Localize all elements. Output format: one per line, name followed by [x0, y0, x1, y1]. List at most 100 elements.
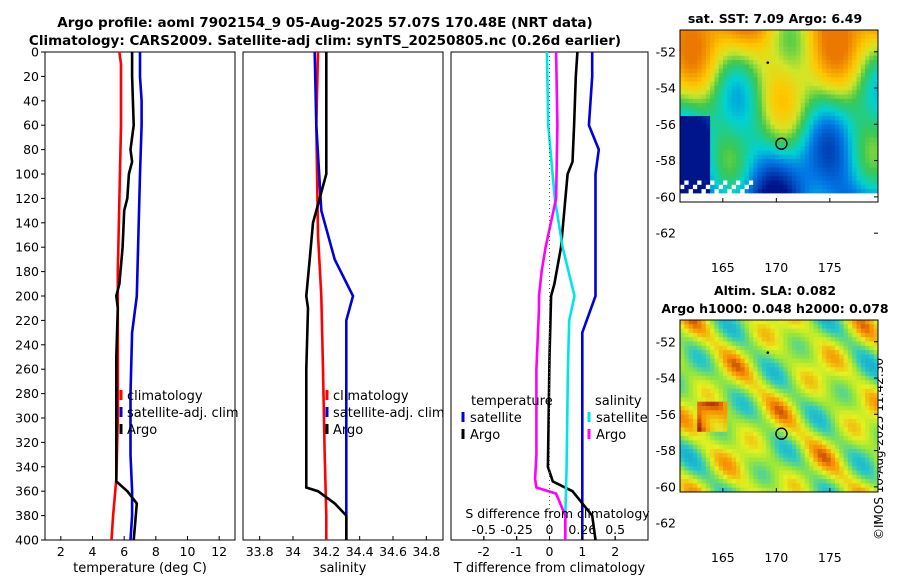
map-cell: [791, 332, 797, 338]
map-cell: [684, 30, 690, 35]
map-cell: [688, 363, 694, 368]
map-cell: [800, 120, 806, 126]
map-cell: [697, 124, 702, 130]
map-cell: [865, 159, 870, 164]
map-cell: [688, 81, 694, 87]
map-cell: [710, 341, 715, 347]
map-cell: [787, 466, 793, 471]
map-cell: [723, 64, 728, 70]
map-cell: [744, 474, 750, 480]
map-cell: [804, 406, 810, 411]
map-cell: [692, 159, 698, 164]
map-cell: [830, 111, 836, 117]
map-cell: [822, 116, 827, 121]
map-cell: [860, 470, 866, 476]
map-cell: [761, 189, 767, 194]
map-cell: [731, 436, 737, 441]
map-cell: [839, 466, 845, 471]
map-cell: [843, 180, 849, 186]
map-cell: [774, 406, 780, 411]
map-cell: [774, 354, 780, 360]
map-cell: [856, 137, 862, 143]
map-cell: [787, 380, 793, 385]
map-cell: [847, 380, 853, 385]
map-cell: [714, 337, 720, 342]
map-cell: [813, 124, 819, 130]
map-cell: [680, 184, 685, 190]
map-cell: [723, 94, 728, 100]
map-cell: [727, 332, 733, 338]
map-cell: [843, 116, 849, 121]
map-cell: [744, 479, 750, 484]
map-cell: [680, 193, 685, 199]
map-cell: [796, 163, 801, 169]
map-cell: [783, 332, 789, 338]
map-cell: [697, 137, 702, 143]
map-cell: [748, 337, 754, 342]
map-cell: [804, 423, 810, 428]
map-cell: [744, 159, 750, 164]
map-cell: [723, 98, 728, 104]
map-cell: [766, 414, 771, 420]
map-cell: [710, 440, 715, 446]
map-cell: [813, 350, 819, 355]
map-cell: [787, 107, 793, 113]
map-cell: [856, 410, 862, 416]
map-cell: [847, 154, 853, 160]
map-cell: [731, 163, 737, 169]
map-cell: [822, 34, 827, 40]
map-cell: [804, 120, 810, 126]
map-cell: [748, 180, 754, 186]
map-cell: [744, 423, 750, 428]
map-cell: [869, 397, 875, 403]
map-cell: [779, 367, 784, 373]
map-cell: [852, 337, 857, 342]
map-cell: [839, 85, 845, 91]
map-cell: [796, 133, 801, 138]
map-cell: [813, 332, 819, 338]
map-cell: [774, 60, 780, 65]
map-cell: [847, 324, 853, 330]
map-cell: [701, 55, 707, 61]
map-cell: [791, 193, 797, 199]
map-cell: [843, 103, 849, 108]
map-cell: [710, 30, 715, 35]
map-cell: [796, 116, 801, 121]
map-cell: [748, 98, 754, 104]
map-cell: [809, 38, 814, 44]
map-cell: [714, 176, 720, 181]
map-cell: [860, 375, 866, 381]
map-cell: [740, 128, 746, 134]
map-cell: [800, 154, 806, 160]
map-cell: [761, 466, 767, 471]
map-cell: [843, 461, 849, 467]
map-cell: [748, 341, 754, 347]
map-cell: [753, 380, 758, 385]
map-cell: [744, 436, 750, 441]
map-cell: [718, 337, 724, 342]
map-cell: [852, 375, 857, 381]
map-cell: [852, 470, 857, 476]
map-cell: [723, 427, 728, 433]
map-cell: [697, 354, 702, 360]
map-cell: [680, 51, 685, 57]
map-cell: [804, 483, 810, 489]
map-cell: [740, 146, 746, 151]
map-cell: [787, 474, 793, 480]
map-cell: [813, 393, 819, 398]
map-cell: [748, 483, 754, 489]
map-cell: [731, 60, 737, 65]
map-cell: [839, 30, 845, 35]
map-cell: [727, 449, 733, 454]
map-cell: [761, 64, 767, 70]
map-cell: [718, 124, 724, 130]
map-cell: [817, 414, 823, 420]
legend-label: Argo: [127, 423, 157, 438]
map-cell: [839, 137, 845, 143]
map-cell: [761, 94, 767, 100]
map-cell: [718, 81, 724, 87]
map-cell: [852, 90, 857, 95]
map-cell: [830, 159, 836, 164]
map-cell: [680, 380, 685, 385]
map-cell: [766, 30, 771, 35]
